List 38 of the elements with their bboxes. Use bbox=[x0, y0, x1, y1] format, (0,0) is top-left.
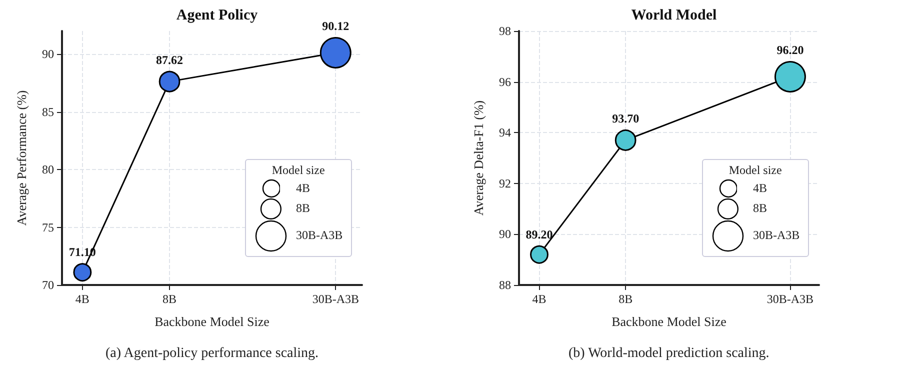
y-axis-title: Average Delta-F1 (%) bbox=[471, 100, 486, 216]
chart-title: World Model bbox=[631, 8, 717, 24]
x-axis-title: Backbone Model Size bbox=[612, 314, 727, 329]
y-tick-label: 96 bbox=[499, 74, 511, 89]
y-tick-label: 75 bbox=[42, 220, 54, 234]
y-tick-label: 88 bbox=[499, 278, 511, 292]
legend-label: 30B-A3B bbox=[296, 228, 343, 244]
data-label: 87.62 bbox=[156, 52, 184, 67]
text: (b) World-model prediction scaling. bbox=[568, 346, 770, 362]
legend-label: 8B bbox=[753, 201, 768, 216]
x-tick-label: 30B-A3B bbox=[766, 292, 814, 306]
x-tick-label: 4B bbox=[532, 292, 546, 306]
y-tick-label: 98 bbox=[499, 24, 511, 38]
legend-label: 4B bbox=[296, 180, 310, 196]
y-tick-label: 70 bbox=[42, 278, 54, 292]
data-label: 89.20 bbox=[526, 227, 553, 242]
x-axis-title: Backbone Model Size bbox=[154, 314, 270, 329]
y-tick-label: 85 bbox=[42, 104, 54, 119]
data-label: 90.12 bbox=[322, 18, 350, 33]
y-tick-label: 90 bbox=[499, 227, 511, 242]
y-tick-label: 92 bbox=[499, 176, 511, 190]
y-axis-title: Average Performance (%) bbox=[14, 90, 29, 226]
x-tick-label: 30B-A3B bbox=[312, 292, 359, 306]
legend-title: Model size bbox=[728, 163, 783, 178]
legend-title: Model size bbox=[270, 163, 326, 178]
x-tick-label: 4B bbox=[75, 292, 90, 306]
y-tick-label: 90 bbox=[42, 47, 54, 62]
chart-title: Agent Policy bbox=[176, 8, 258, 24]
y-tick-label: 80 bbox=[42, 162, 54, 177]
data-label: 96.20 bbox=[776, 42, 804, 57]
legend-label: 8B bbox=[296, 201, 310, 216]
y-tick-label: 94 bbox=[499, 126, 511, 140]
legend-label: 4B bbox=[753, 180, 768, 196]
data-label: 93.70 bbox=[612, 112, 640, 126]
x-tick-label: 8B bbox=[618, 292, 633, 306]
text: (a) Agent-policy performance scaling. bbox=[106, 346, 319, 362]
x-tick-label: 8B bbox=[162, 292, 177, 306]
legend-label: 30B-A3B bbox=[753, 228, 800, 244]
